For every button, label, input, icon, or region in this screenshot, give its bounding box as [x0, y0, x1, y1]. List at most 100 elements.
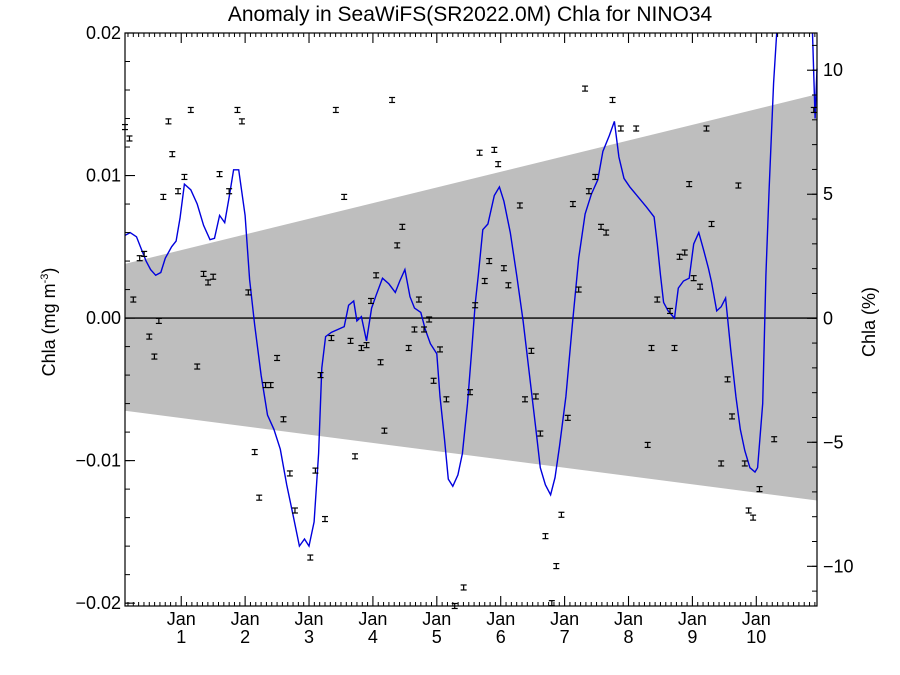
data-point: [234, 106, 241, 114]
data-point: [341, 193, 348, 201]
data-point: [729, 413, 736, 420]
data-point: [307, 554, 314, 561]
y-axis-right: 10 5 0 −5 −10: [807, 44, 854, 592]
data-point: [671, 344, 678, 352]
data-point: [667, 307, 674, 315]
y-right-tick-label: 0: [823, 308, 833, 328]
data-point: [151, 353, 158, 360]
y-left-tick-label: −0.01: [75, 451, 121, 471]
data-point: [703, 125, 710, 132]
data-point: [363, 342, 370, 349]
data-point: [697, 283, 704, 290]
data-point: [160, 193, 167, 201]
data-point: [735, 182, 742, 189]
data-point: [321, 515, 328, 523]
x-tick-label-year: 10: [746, 627, 766, 647]
x-tick-label-month: Jan: [231, 609, 260, 629]
data-point: [389, 96, 396, 104]
data-point: [569, 200, 576, 208]
x-tick-label-month: Jan: [614, 609, 643, 629]
y-left-tick-label: 0.00: [86, 308, 121, 328]
y-right-tick-label: −10: [823, 556, 854, 576]
data-point: [598, 223, 605, 230]
data-point: [381, 427, 388, 434]
x-tick-label-month: Jan: [550, 609, 579, 629]
data-point: [373, 272, 380, 279]
x-tick-label-year: 3: [304, 627, 314, 647]
data-point: [399, 223, 406, 230]
data-point: [528, 347, 535, 354]
x-tick-label-month: Jan: [678, 609, 707, 629]
data-point: [654, 296, 661, 303]
data-point: [708, 220, 715, 228]
data-point: [537, 430, 544, 437]
data-point: [521, 396, 528, 403]
data-point: [644, 441, 651, 449]
data-point: [718, 460, 725, 467]
x-tick-label-month: Jan: [486, 609, 515, 629]
data-point: [256, 494, 263, 501]
plot-area: [122, 32, 818, 610]
data-point: [437, 346, 444, 353]
x-tick-label-year: 5: [432, 627, 442, 647]
y-axis-right-label: Chla (%): [859, 287, 879, 357]
data-point: [771, 436, 778, 443]
x-tick-label-year: 1: [176, 627, 186, 647]
data-point: [181, 173, 188, 181]
data-point: [352, 453, 359, 460]
data-point: [500, 265, 507, 272]
data-point: [328, 334, 335, 342]
data-point: [238, 118, 245, 125]
x-tick-label-year: 7: [560, 627, 570, 647]
data-point: [175, 188, 182, 195]
data-point: [274, 354, 281, 362]
data-point: [553, 562, 560, 570]
data-point: [810, 106, 817, 114]
data-point: [136, 255, 143, 262]
data-point: [312, 467, 319, 474]
data-point: [251, 448, 258, 456]
data-point: [317, 371, 324, 379]
data-point: [681, 249, 688, 256]
x-tick-label-month: Jan: [742, 609, 771, 629]
data-point: [532, 393, 539, 400]
y-axis-left-label-close: ): [39, 268, 59, 274]
data-point: [262, 381, 269, 389]
data-point: [648, 344, 655, 352]
chart-title: Anomaly in SeaWiFS(SR2022.0M) Chla for N…: [228, 3, 713, 26]
uncertainty-band: [125, 94, 817, 501]
smoothed-line-main: [124, 32, 778, 548]
data-point: [495, 161, 502, 168]
y-left-tick-label: 0.01: [86, 166, 121, 186]
y-left-tick-label: 0.02: [86, 23, 121, 43]
data-point: [430, 377, 437, 384]
data-point: [603, 229, 610, 236]
y-right-tick-label: −5: [823, 432, 844, 452]
y-left-tick-label: −0.02: [75, 593, 121, 613]
monthly-anomaly-points: [122, 85, 817, 610]
y-axis-left-label-sup: -3: [39, 274, 51, 284]
x-tick-label-year: 6: [496, 627, 506, 647]
plot-frame: [124, 32, 818, 607]
data-point: [332, 106, 339, 114]
data-point: [756, 486, 763, 493]
data-point: [585, 188, 592, 195]
data-point: [200, 270, 207, 277]
data-point: [347, 337, 354, 344]
data-point: [617, 125, 624, 132]
x-tick-label-year: 4: [368, 627, 378, 647]
data-point: [582, 85, 589, 92]
x-tick-label-year: 2: [240, 627, 250, 647]
data-point: [558, 511, 565, 518]
data-point: [155, 317, 162, 325]
data-point: [187, 106, 194, 114]
data-point: [267, 381, 274, 389]
data-point: [210, 273, 217, 280]
data-point: [411, 326, 418, 333]
data-point: [516, 202, 523, 209]
data-point: [405, 344, 412, 352]
data-point: [750, 514, 757, 521]
data-point: [368, 297, 375, 305]
data-point: [741, 460, 748, 467]
